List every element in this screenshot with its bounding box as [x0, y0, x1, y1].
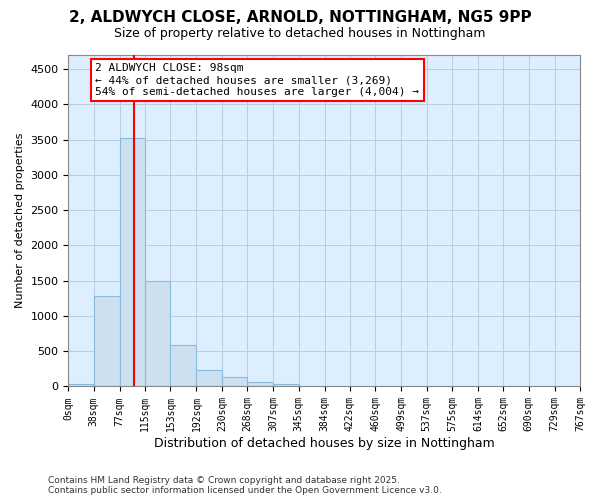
- Bar: [68, 384, 94, 386]
- Text: 2 ALDWYCH CLOSE: 98sqm
← 44% of detached houses are smaller (3,269)
54% of semi-: 2 ALDWYCH CLOSE: 98sqm ← 44% of detached…: [95, 64, 419, 96]
- Bar: [145, 282, 170, 387]
- Bar: [94, 296, 120, 386]
- Bar: [222, 378, 247, 386]
- Y-axis label: Number of detached properties: Number of detached properties: [15, 133, 25, 308]
- Bar: [120, 138, 145, 386]
- X-axis label: Distribution of detached houses by size in Nottingham: Distribution of detached houses by size …: [154, 437, 494, 450]
- Bar: [247, 382, 273, 386]
- Bar: [273, 384, 299, 386]
- Bar: [196, 370, 222, 386]
- Text: 2, ALDWYCH CLOSE, ARNOLD, NOTTINGHAM, NG5 9PP: 2, ALDWYCH CLOSE, ARNOLD, NOTTINGHAM, NG…: [68, 10, 532, 25]
- Bar: [170, 345, 196, 387]
- Text: Contains HM Land Registry data © Crown copyright and database right 2025.
Contai: Contains HM Land Registry data © Crown c…: [48, 476, 442, 495]
- Text: Size of property relative to detached houses in Nottingham: Size of property relative to detached ho…: [114, 28, 486, 40]
